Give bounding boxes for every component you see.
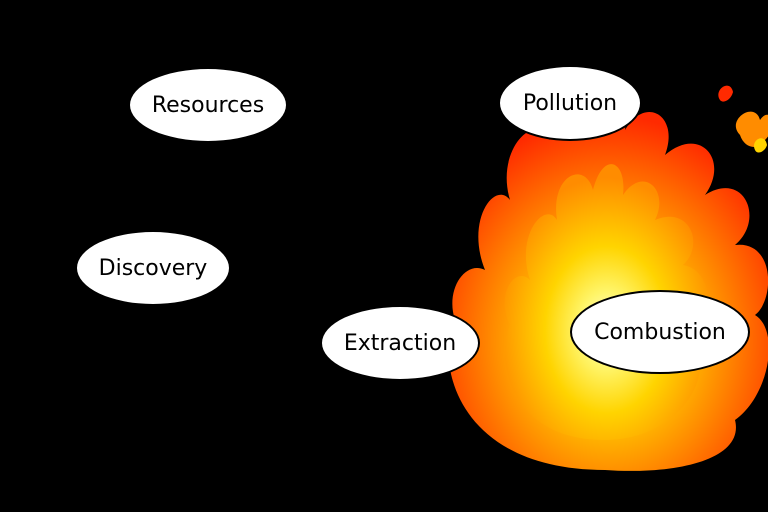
node-resources: Resources — [128, 67, 288, 143]
node-label: Resources — [152, 93, 264, 118]
node-label: Combustion — [594, 320, 726, 345]
node-label: Discovery — [99, 256, 208, 281]
node-discovery: Discovery — [75, 230, 231, 306]
node-pollution: Pollution — [498, 65, 642, 141]
node-combustion: Combustion — [570, 290, 750, 374]
node-label: Extraction — [344, 331, 456, 356]
node-label: Pollution — [523, 91, 617, 116]
node-extraction: Extraction — [320, 305, 480, 381]
